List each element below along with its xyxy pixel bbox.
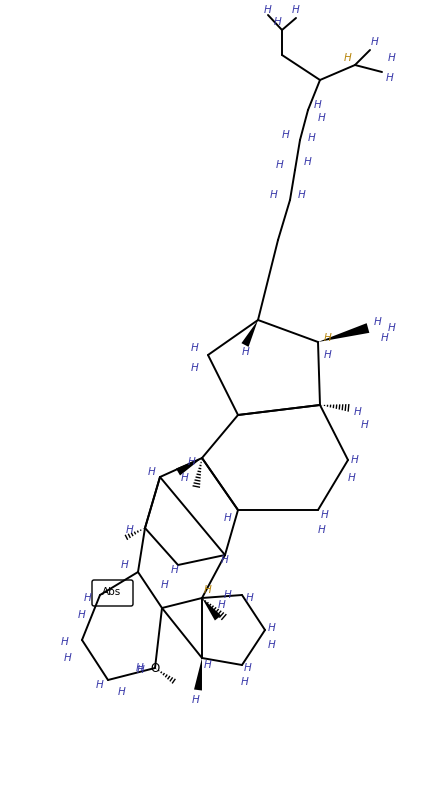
Text: H: H [318, 525, 326, 535]
Text: H: H [218, 600, 226, 610]
Text: H: H [292, 5, 300, 15]
Text: H: H [282, 130, 290, 140]
Text: Abs: Abs [102, 587, 122, 597]
Text: H: H [276, 160, 284, 170]
Text: H: H [274, 17, 282, 27]
Text: H: H [224, 513, 232, 523]
Text: H: H [137, 665, 145, 675]
Text: H: H [304, 157, 312, 167]
Text: O: O [150, 661, 159, 675]
Text: H: H [371, 37, 379, 47]
Polygon shape [241, 320, 258, 347]
Text: H: H [351, 455, 359, 465]
Text: H: H [148, 467, 156, 477]
Text: H: H [181, 473, 189, 483]
Text: H: H [344, 53, 352, 63]
Text: H: H [136, 663, 144, 673]
Text: H: H [64, 653, 72, 663]
Text: H: H [191, 363, 199, 373]
Text: H: H [126, 525, 134, 535]
Polygon shape [176, 458, 202, 476]
Text: H: H [354, 407, 362, 417]
Text: H: H [374, 317, 382, 327]
Text: H: H [242, 347, 250, 357]
Text: H: H [188, 457, 196, 467]
Text: H: H [381, 333, 389, 343]
Text: H: H [204, 585, 212, 595]
Text: H: H [224, 590, 232, 600]
Text: H: H [204, 660, 212, 670]
Text: H: H [321, 510, 329, 520]
Polygon shape [202, 598, 221, 620]
Text: H: H [78, 610, 86, 620]
Polygon shape [194, 658, 202, 691]
Text: H: H [244, 663, 252, 673]
Text: H: H [361, 420, 369, 430]
Text: H: H [161, 580, 169, 590]
Text: H: H [118, 687, 126, 697]
Text: H: H [268, 623, 276, 633]
Text: H: H [298, 190, 306, 200]
Text: H: H [270, 190, 278, 200]
Text: H: H [314, 100, 322, 110]
Text: H: H [246, 593, 254, 603]
Text: H: H [84, 593, 92, 603]
Text: H: H [192, 695, 200, 705]
Text: H: H [191, 343, 199, 353]
Text: H: H [388, 53, 396, 63]
Text: H: H [221, 555, 229, 565]
Text: H: H [318, 113, 326, 123]
Text: H: H [324, 333, 332, 343]
Text: H: H [386, 73, 394, 83]
Text: H: H [324, 350, 332, 360]
Text: H: H [268, 640, 276, 650]
Text: H: H [388, 323, 396, 333]
Text: H: H [241, 677, 249, 687]
Text: H: H [348, 473, 356, 483]
Text: H: H [121, 560, 129, 570]
FancyBboxPatch shape [92, 580, 133, 606]
Text: H: H [308, 133, 316, 143]
Text: H: H [96, 680, 104, 690]
Text: H: H [61, 637, 69, 647]
Polygon shape [318, 324, 369, 342]
Text: H: H [171, 565, 179, 575]
Text: H: H [264, 5, 272, 15]
